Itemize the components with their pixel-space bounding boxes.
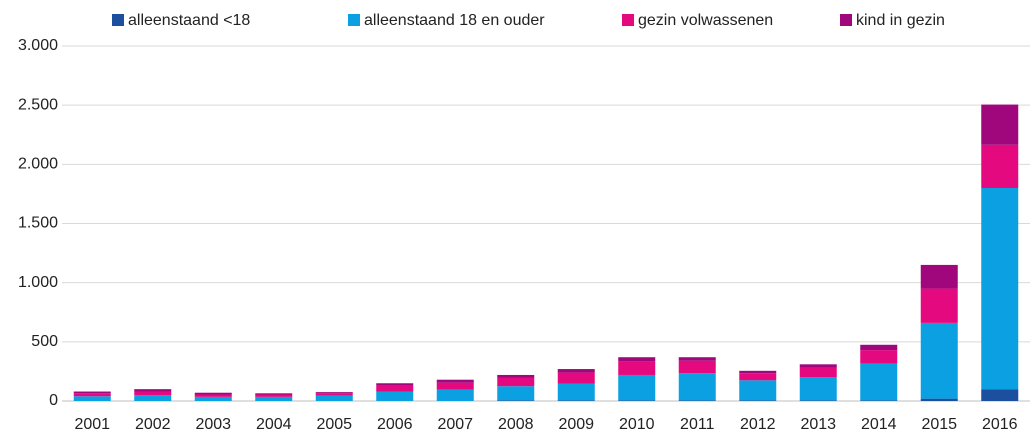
- bar-segment: [73, 396, 111, 401]
- bar-segment: [860, 400, 898, 401]
- bar-segment: [920, 322, 958, 399]
- x-tick-label: 2003: [195, 416, 231, 433]
- legend-label: gezin volwassenen: [638, 12, 773, 29]
- legend-swatch: [840, 14, 852, 26]
- x-tick-label: 2008: [498, 416, 534, 433]
- x-tick-label: 2016: [982, 416, 1018, 433]
- bar-segment: [981, 104, 1019, 145]
- legend-label: alleenstaand <18: [128, 12, 250, 29]
- y-tick-label: 2.500: [18, 96, 58, 113]
- bar-segment: [618, 357, 656, 362]
- bar-segment: [134, 391, 172, 396]
- bar-segment: [73, 391, 111, 394]
- bar-segment: [860, 344, 898, 351]
- y-tick-label: 0: [49, 392, 58, 409]
- bar-segment: [557, 383, 595, 401]
- bar-segment: [134, 389, 172, 392]
- bar-segment: [618, 361, 656, 375]
- legend-swatch: [112, 14, 124, 26]
- bar-segment: [557, 369, 595, 373]
- bar-segment: [497, 377, 535, 387]
- bar-segment: [981, 389, 1019, 401]
- x-tick-label: 2002: [135, 416, 171, 433]
- bar-segment: [618, 400, 656, 401]
- bar-segment: [920, 264, 958, 289]
- bar-segment: [618, 374, 656, 401]
- x-tick-label: 2012: [740, 416, 776, 433]
- bar-segment: [557, 400, 595, 401]
- bar-segment: [497, 374, 535, 378]
- bar-segment: [315, 395, 353, 401]
- y-tick-label: 2.000: [18, 156, 58, 173]
- bar-segment: [860, 363, 898, 401]
- bar-segment: [194, 392, 232, 395]
- bar-segment: [981, 188, 1019, 390]
- x-tick-label: 2015: [921, 416, 957, 433]
- x-tick-label: 2014: [861, 416, 897, 433]
- bar-segment: [799, 364, 837, 368]
- legend-swatch: [622, 14, 634, 26]
- x-tick-label: 2001: [74, 416, 110, 433]
- y-tick-label: 1.500: [18, 215, 58, 232]
- bar-segment: [739, 400, 777, 401]
- bar-segment: [920, 398, 958, 401]
- bar-segment: [497, 386, 535, 401]
- bar-segment: [315, 392, 353, 394]
- x-tick-label: 2005: [316, 416, 352, 433]
- bar-segment: [678, 357, 716, 361]
- x-tick-label: 2007: [437, 416, 473, 433]
- bar-segment: [739, 370, 777, 374]
- bar-segment: [134, 395, 172, 401]
- bar-segment: [376, 383, 414, 386]
- bar-segment: [436, 379, 474, 383]
- bar-segment: [981, 144, 1019, 188]
- bar-segment: [497, 400, 535, 401]
- bar-segment: [436, 389, 474, 401]
- bar-segment: [799, 367, 837, 378]
- bar-segment: [315, 393, 353, 396]
- legend-label: kind in gezin: [856, 12, 945, 29]
- bar-segment: [739, 380, 777, 401]
- x-tick-label: 2010: [619, 416, 655, 433]
- y-tick-label: 1.000: [18, 274, 58, 291]
- bar-segment: [376, 385, 414, 392]
- x-tick-label: 2009: [558, 416, 594, 433]
- y-tick-label: 3.000: [18, 37, 58, 54]
- bar-segment: [739, 373, 777, 381]
- bar-segment: [860, 350, 898, 364]
- bar-segment: [436, 382, 474, 390]
- legend-label: alleenstaand 18 en ouder: [364, 12, 545, 29]
- bar-segment: [557, 372, 595, 384]
- bar-segment: [799, 377, 837, 401]
- x-tick-label: 2011: [680, 416, 715, 433]
- y-tick-label: 500: [31, 333, 58, 350]
- x-tick-label: 2013: [800, 416, 836, 433]
- bar-segment: [920, 288, 958, 323]
- legend-swatch: [348, 14, 360, 26]
- bar-segment: [255, 396, 293, 401]
- bar-segment: [73, 393, 111, 397]
- x-tick-label: 2004: [256, 416, 292, 433]
- bar-segment: [255, 393, 293, 395]
- bar-segment: [194, 394, 232, 397]
- bar-segment: [678, 373, 716, 401]
- x-tick-label: 2006: [377, 416, 413, 433]
- bar-segment: [678, 360, 716, 374]
- bar-segment: [376, 391, 414, 401]
- bar-segment: [799, 400, 837, 401]
- bar-segment: [194, 396, 232, 401]
- bar-segment: [678, 400, 716, 401]
- bar-segment: [255, 394, 293, 397]
